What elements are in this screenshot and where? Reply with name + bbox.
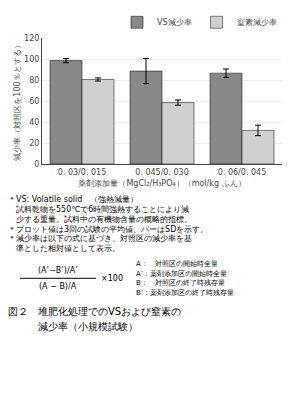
svg-text:薬剤添加量（MgCl₂/H₃PO₄）（mol/kg ふん）: 薬剤添加量（MgCl₂/H₃PO₄）（mol/kg ふん） — [78, 179, 245, 188]
svg-text:B’：薬剤添加区の終了時残存量: B’：薬剤添加区の終了時残存量 — [136, 289, 234, 297]
svg-text:図２ 堆肥化処理でのVSおよび窒素の: 図２ 堆肥化処理でのVSおよび窒素の — [8, 306, 181, 317]
svg-text:20: 20 — [29, 139, 39, 148]
svg-text:A’：薬剤添加区の開始時全量: A’：薬剤添加区の開始時全量 — [136, 270, 227, 278]
svg-text:0. 06/0. 045: 0. 06/0. 045 — [218, 168, 267, 177]
svg-text:A： 対照区の開始時全量: A： 対照区の開始時全量 — [136, 260, 218, 268]
svg-text:0. 03/0. 015: 0. 03/0. 015 — [58, 168, 107, 177]
svg-text:VS減少率: VS減少率 — [157, 18, 192, 27]
svg-text:80: 80 — [29, 76, 39, 85]
svg-text:120: 120 — [24, 34, 39, 43]
svg-text:減少率（小規模試験）: 減少率（小規模試験） — [8, 321, 138, 332]
svg-text:0: 0 — [34, 160, 39, 169]
svg-text:＊減少率は以下の式に基づき、対照区の減少率を基: ＊減少率は以下の式に基づき、対照区の減少率を基 — [8, 234, 192, 243]
svg-text:少する重量。試料中の有機物含量の概略的指標。: 少する重量。試料中の有機物含量の概略的指標。 — [8, 215, 192, 224]
svg-text:＊プロット値は3回の試験の平均値、バーはSDを示す。: ＊プロット値は3回の試験の平均値、バーはSDを示す。 — [8, 225, 208, 234]
svg-text:(A’−B’)/A’: (A’−B’)/A’ — [38, 266, 78, 275]
svg-text:窒素減少率: 窒素減少率 — [237, 18, 277, 27]
svg-text:準とした相対値として表示。: 準とした相対値として表示。 — [8, 244, 120, 253]
svg-text:減少率（対照区を100％とする）: 減少率（対照区を100％とする） — [13, 41, 22, 160]
svg-text:(A − B)/A: (A − B)/A — [39, 282, 77, 291]
svg-text:B： 対照区の終了時残存量: B： 対照区の終了時残存量 — [136, 279, 225, 287]
svg-text:＊VS: Volatile solid （強熱減量）: ＊VS: Volatile solid （強熱減量） — [8, 195, 138, 204]
svg-text:100: 100 — [24, 55, 39, 64]
svg-text:試料乾物を550℃で6時間強熱することにより減: 試料乾物を550℃で6時間強熱することにより減 — [8, 205, 189, 214]
svg-text:×100: ×100 — [101, 274, 123, 283]
svg-text:40: 40 — [29, 118, 39, 127]
svg-text:0. 045/0. 030: 0. 045/0. 030 — [135, 168, 189, 177]
svg-text:60: 60 — [29, 97, 39, 106]
